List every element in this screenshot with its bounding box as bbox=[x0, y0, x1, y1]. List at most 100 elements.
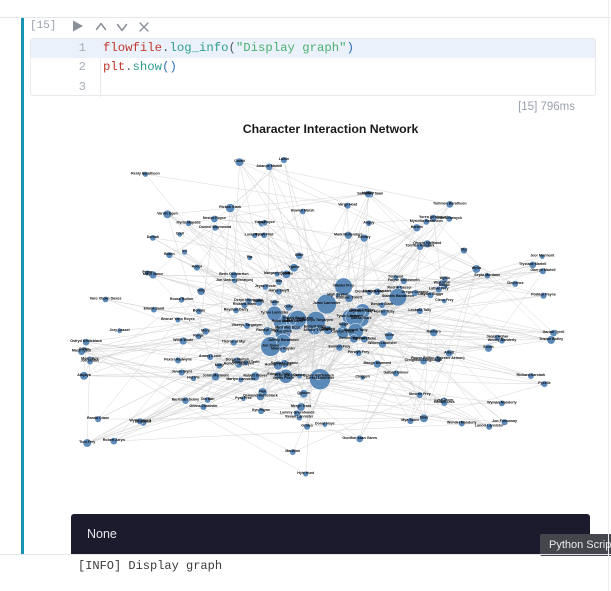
svg-text:Dancy: Dancy bbox=[254, 299, 265, 303]
svg-text:Robin Flint: Robin Flint bbox=[255, 232, 275, 236]
svg-text:Triston Botley: Triston Botley bbox=[539, 337, 563, 341]
svg-text:Wyllis guard: Wyllis guard bbox=[129, 418, 150, 422]
svg-text:Joffrey Baratheon: Joffrey Baratheon bbox=[268, 338, 299, 342]
svg-text:Albett: Albett bbox=[444, 350, 455, 354]
svg-text:Helman Tallhart: Helman Tallhart bbox=[265, 363, 292, 367]
svg-text:Jaqen Hghar: Jaqen Hghar bbox=[487, 335, 509, 339]
svg-text:Mully: Mully bbox=[215, 363, 224, 367]
svg-text:Willem Lannister: Willem Lannister bbox=[368, 341, 397, 345]
svg-text:Tion Frey: Tion Frey bbox=[79, 440, 95, 444]
svg-text:Mirri Maz Duur: Mirri Maz Duur bbox=[275, 326, 301, 330]
svg-text:Vardis Egen: Vardis Egen bbox=[157, 211, 178, 215]
svg-text:Tommen Baratheon: Tommen Baratheon bbox=[433, 201, 466, 205]
svg-text:Bronze Yohn Royce: Bronze Yohn Royce bbox=[161, 317, 195, 321]
svg-text:Coratt: Coratt bbox=[234, 159, 245, 163]
svg-text:Garlan Tyrell: Garlan Tyrell bbox=[543, 330, 565, 334]
svg-text:Qyburn: Qyburn bbox=[297, 391, 310, 395]
svg-text:Tormund: Tormund bbox=[388, 275, 403, 279]
svg-text:Rakharo: Rakharo bbox=[427, 330, 442, 334]
svg-text:Varys: Varys bbox=[350, 314, 360, 318]
svg-text:Stevron Frey: Stevron Frey bbox=[409, 392, 431, 396]
svg-text:Falyse Stokeworth: Falyse Stokeworth bbox=[388, 278, 420, 282]
svg-text:Randa Crane: Randa Crane bbox=[87, 416, 109, 420]
svg-text:Eroeh: Eroeh bbox=[483, 345, 493, 349]
svg-text:Arianne Martell: Arianne Martell bbox=[256, 164, 282, 168]
svg-text:Hot Pie: Hot Pie bbox=[187, 376, 199, 380]
svg-text:Jon Umber (Greatjon): Jon Umber (Greatjon) bbox=[216, 278, 254, 282]
svg-text:Podrick Payne: Podrick Payne bbox=[531, 293, 556, 297]
svg-text:Alayaya: Alayaya bbox=[77, 373, 92, 377]
svg-text:Edmure Tully: Edmure Tully bbox=[267, 372, 290, 376]
svg-text:Ros: Ros bbox=[276, 279, 283, 283]
svg-text:Osfryd Kettleblack: Osfryd Kettleblack bbox=[70, 339, 102, 343]
svg-text:Biter: Biter bbox=[295, 253, 304, 257]
svg-text:Marillion: Marillion bbox=[285, 449, 300, 453]
svg-text:Olenna Redwyne: Olenna Redwyne bbox=[355, 290, 384, 294]
svg-text:Rickon Stark: Rickon Stark bbox=[219, 205, 241, 209]
svg-text:Chataya: Chataya bbox=[321, 327, 336, 331]
svg-text:Beric Dondarrion: Beric Dondarrion bbox=[219, 272, 248, 276]
svg-text:Aggo: Aggo bbox=[339, 322, 349, 326]
svg-text:Bowen Marsh: Bowen Marsh bbox=[291, 209, 314, 213]
svg-text:Pia: Pia bbox=[247, 255, 253, 259]
svg-text:Viserys Targaryen: Viserys Targaryen bbox=[232, 323, 263, 327]
svg-text:Osney Kettleblack: Osney Kettleblack bbox=[303, 373, 334, 377]
svg-text:Martyn Lannister: Martyn Lannister bbox=[226, 377, 256, 381]
svg-text:Perwyn Frey: Perwyn Frey bbox=[348, 350, 369, 354]
svg-text:Orell: Orell bbox=[176, 232, 184, 236]
svg-text:Nan: Nan bbox=[259, 389, 266, 393]
svg-text:Trystane Martell: Trystane Martell bbox=[519, 262, 546, 266]
svg-text:Brienne of Tarth: Brienne of Tarth bbox=[232, 360, 259, 364]
svg-text:Roose Bolton: Roose Bolton bbox=[170, 297, 193, 301]
svg-text:Jory Cassel: Jory Cassel bbox=[110, 328, 130, 332]
svg-text:Nimble Dick: Nimble Dick bbox=[434, 400, 455, 404]
svg-text:Wendel Manderly: Wendel Manderly bbox=[447, 421, 477, 425]
svg-text:Old Nan: Old Nan bbox=[201, 397, 215, 401]
svg-text:Donnel Waynwood: Donnel Waynwood bbox=[199, 225, 231, 229]
svg-text:Clayton Suggs: Clayton Suggs bbox=[418, 292, 443, 296]
svg-text:Irri: Irri bbox=[182, 249, 187, 253]
svg-text:Lommy Greenhands: Lommy Greenhands bbox=[280, 410, 315, 414]
svg-text:Harys Swyft: Harys Swyft bbox=[269, 289, 290, 293]
svg-text:Brynden Tully: Brynden Tully bbox=[349, 309, 373, 313]
svg-text:Raymun Darry: Raymun Darry bbox=[224, 308, 249, 312]
svg-text:Renly Baratheon: Renly Baratheon bbox=[131, 171, 160, 175]
svg-text:Emmon Frey: Emmon Frey bbox=[329, 345, 351, 349]
svg-text:Gunthor saan Gares: Gunthor saan Gares bbox=[342, 436, 377, 440]
svg-text:Clemence: Clemence bbox=[507, 281, 524, 285]
svg-text:Ilyn Payne: Ilyn Payne bbox=[252, 408, 270, 412]
svg-text:Maege Mormont: Maege Mormont bbox=[364, 361, 392, 365]
svg-text:Oberyn Martell: Oberyn Martell bbox=[530, 268, 555, 272]
svg-text:Luwin: Luwin bbox=[279, 157, 289, 161]
svg-text:Karyl Vance: Karyl Vance bbox=[143, 272, 163, 276]
svg-text:Pyat Pree: Pyat Pree bbox=[235, 396, 251, 400]
svg-text:Hoster Tully: Hoster Tully bbox=[374, 310, 395, 314]
svg-text:Eddison Tollett: Eddison Tollett bbox=[336, 295, 362, 299]
svg-text:Borcas: Borcas bbox=[193, 308, 205, 312]
svg-text:Wylla: Wylla bbox=[472, 266, 482, 270]
svg-text:Osha: Osha bbox=[284, 304, 294, 308]
svg-text:Thoros of Myr: Thoros of Myr bbox=[222, 340, 247, 344]
svg-text:Groleo: Groleo bbox=[301, 424, 313, 428]
svg-text:Shae: Shae bbox=[420, 415, 429, 419]
svg-text:Kevan Lannister: Kevan Lannister bbox=[285, 415, 314, 419]
svg-text:Daenerys Targaryen: Daenerys Targaryen bbox=[299, 318, 333, 322]
svg-text:Samwell Tarly: Samwell Tarly bbox=[344, 328, 368, 332]
svg-text:Jaime Lannister: Jaime Lannister bbox=[313, 301, 341, 305]
svg-text:Benjen Stark: Benjen Stark bbox=[371, 302, 393, 306]
svg-text:Yoren: Yoren bbox=[384, 333, 394, 337]
svg-text:Amory Lorch: Amory Lorch bbox=[199, 354, 221, 358]
svg-text:Galbart Glover: Galbart Glover bbox=[384, 370, 410, 374]
svg-text:Jon Umber: Jon Umber bbox=[81, 359, 100, 363]
svg-text:Mance Rayder: Mance Rayder bbox=[271, 347, 296, 351]
svg-text:Wyman Manderly: Wyman Manderly bbox=[487, 400, 517, 404]
svg-text:Randyll Tarly: Randyll Tarly bbox=[256, 328, 278, 332]
svg-text:Xaro Xhoan Daxos: Xaro Xhoan Daxos bbox=[90, 297, 122, 301]
svg-text:Paxter Redwyne: Paxter Redwyne bbox=[164, 357, 192, 361]
svg-text:Nestor Royce: Nestor Royce bbox=[203, 216, 226, 220]
svg-text:Illyrio Mopatis: Illyrio Mopatis bbox=[177, 220, 201, 224]
svg-text:Lothar Frey: Lothar Frey bbox=[429, 287, 449, 291]
svg-text:Ygritte: Ygritte bbox=[288, 265, 299, 269]
svg-text:Donal Noye: Donal Noye bbox=[315, 422, 335, 426]
svg-text:Anguy: Anguy bbox=[363, 220, 374, 224]
